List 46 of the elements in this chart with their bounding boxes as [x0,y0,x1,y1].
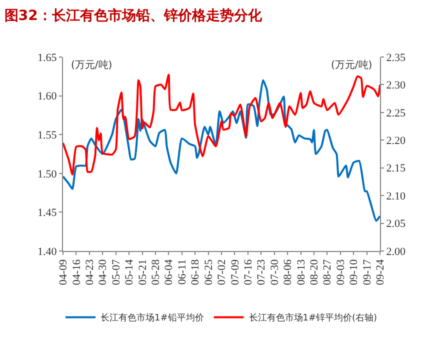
x-tick-label: 07-30 [268,258,281,286]
line-series [63,79,380,222]
x-tick-label: 05-07 [110,258,122,286]
x-tick-label: 09-17 [361,258,374,286]
chart-title: 图32：长江有色市场铅、锌价格走势分化 [4,7,263,24]
y2-tick-label: 2.20 [386,134,406,147]
x-tick-label: 06-18 [190,258,202,286]
x-tick-label: 04-09 [58,258,70,286]
x-tick-label: 05-21 [136,259,149,286]
x-tick-label: 04-30 [97,258,110,286]
legend-label: 长江有色市场1#铅平均价 [100,312,204,324]
y2-axis-title: (万元/吨) [331,59,372,71]
x-tick-label: 09-10 [348,258,360,286]
x-tick-label: 07-16 [242,258,254,286]
x-tick-label: 04-23 [84,258,96,286]
line-series [63,74,380,176]
y2-tick-label: 2.35 [386,52,406,64]
y-tick-label: 1.65 [38,52,58,64]
y-tick-label: 1.55 [38,129,58,142]
x-tick-label: 06-11 [176,259,188,285]
y2-tick-label: 2.25 [386,107,406,120]
y2-tick-label: 2.30 [386,80,406,92]
x-tick-label: 08-13 [295,258,308,286]
y-tick-label: 1.40 [38,246,58,258]
x-tick-label: 09-03 [334,258,347,286]
y2-tick-label: 2.10 [386,190,406,202]
y-tick-label: 1.45 [38,207,58,220]
y2-tick-label: 2.05 [386,218,406,230]
x-tick-label: 08-20 [308,258,321,286]
x-tick-label: 06-04 [163,258,176,286]
x-tick-label: 09-24 [374,258,387,286]
x-tick-label: 08-06 [282,258,294,286]
y-tick-label: 1.60 [38,90,58,103]
y-axis-title: (万元/吨) [71,59,112,71]
x-tick-label: 07-02 [216,259,228,286]
x-tick-label: 08-27 [322,258,334,286]
y2-tick-label: 2.00 [386,246,406,258]
x-tick-label: 07-23 [256,258,268,286]
y-tick-label: 1.50 [38,168,58,180]
x-tick-label: 07-09 [229,258,242,286]
x-tick-label: 05-14 [124,258,136,286]
y2-tick-label: 2.15 [386,162,406,175]
x-tick-label: 06-25 [202,258,215,286]
x-tick-label: 05-28 [150,258,162,286]
x-tick-label: 04-16 [70,258,83,286]
legend-label: 长江有色市场1#锌平均价(右轴) [248,312,378,324]
